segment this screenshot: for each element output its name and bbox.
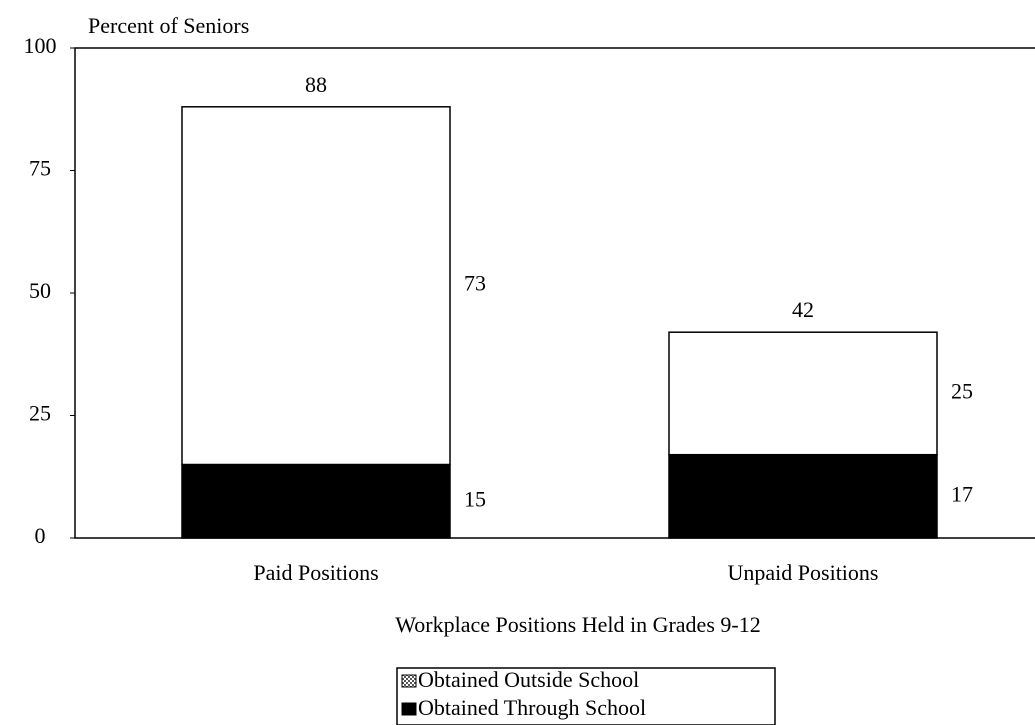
total-label: 88: [305, 72, 327, 97]
y-tick-label: 25: [29, 401, 51, 426]
legend-box: [396, 667, 776, 725]
y-tick-label: 100: [24, 33, 57, 58]
legend-label: Obtained Through School: [418, 695, 646, 720]
value-label: 25: [951, 378, 973, 403]
value-label: 15: [464, 486, 486, 511]
y-axis-title: Percent of Seniors: [88, 13, 249, 38]
bar-segment: [181, 106, 451, 466]
total-label: 42: [792, 297, 814, 322]
y-tick-label: 75: [29, 156, 51, 181]
legend-swatch: [401, 674, 417, 688]
bar-segment: [181, 463, 451, 539]
x-axis-title: Workplace Positions Held in Grades 9-12: [395, 612, 760, 637]
legend-label: Obtained Outside School: [418, 667, 639, 692]
x-tick-label: Unpaid Positions: [728, 560, 879, 585]
value-label: 17: [951, 481, 973, 506]
value-label: 73: [464, 271, 486, 296]
y-tick-label: 0: [35, 523, 46, 548]
x-tick-label: Paid Positions: [253, 560, 378, 585]
y-tick-label: 50: [29, 278, 51, 303]
legend-swatch: [401, 702, 417, 716]
bar-segment: [668, 331, 938, 456]
bar-segment: [668, 453, 938, 539]
